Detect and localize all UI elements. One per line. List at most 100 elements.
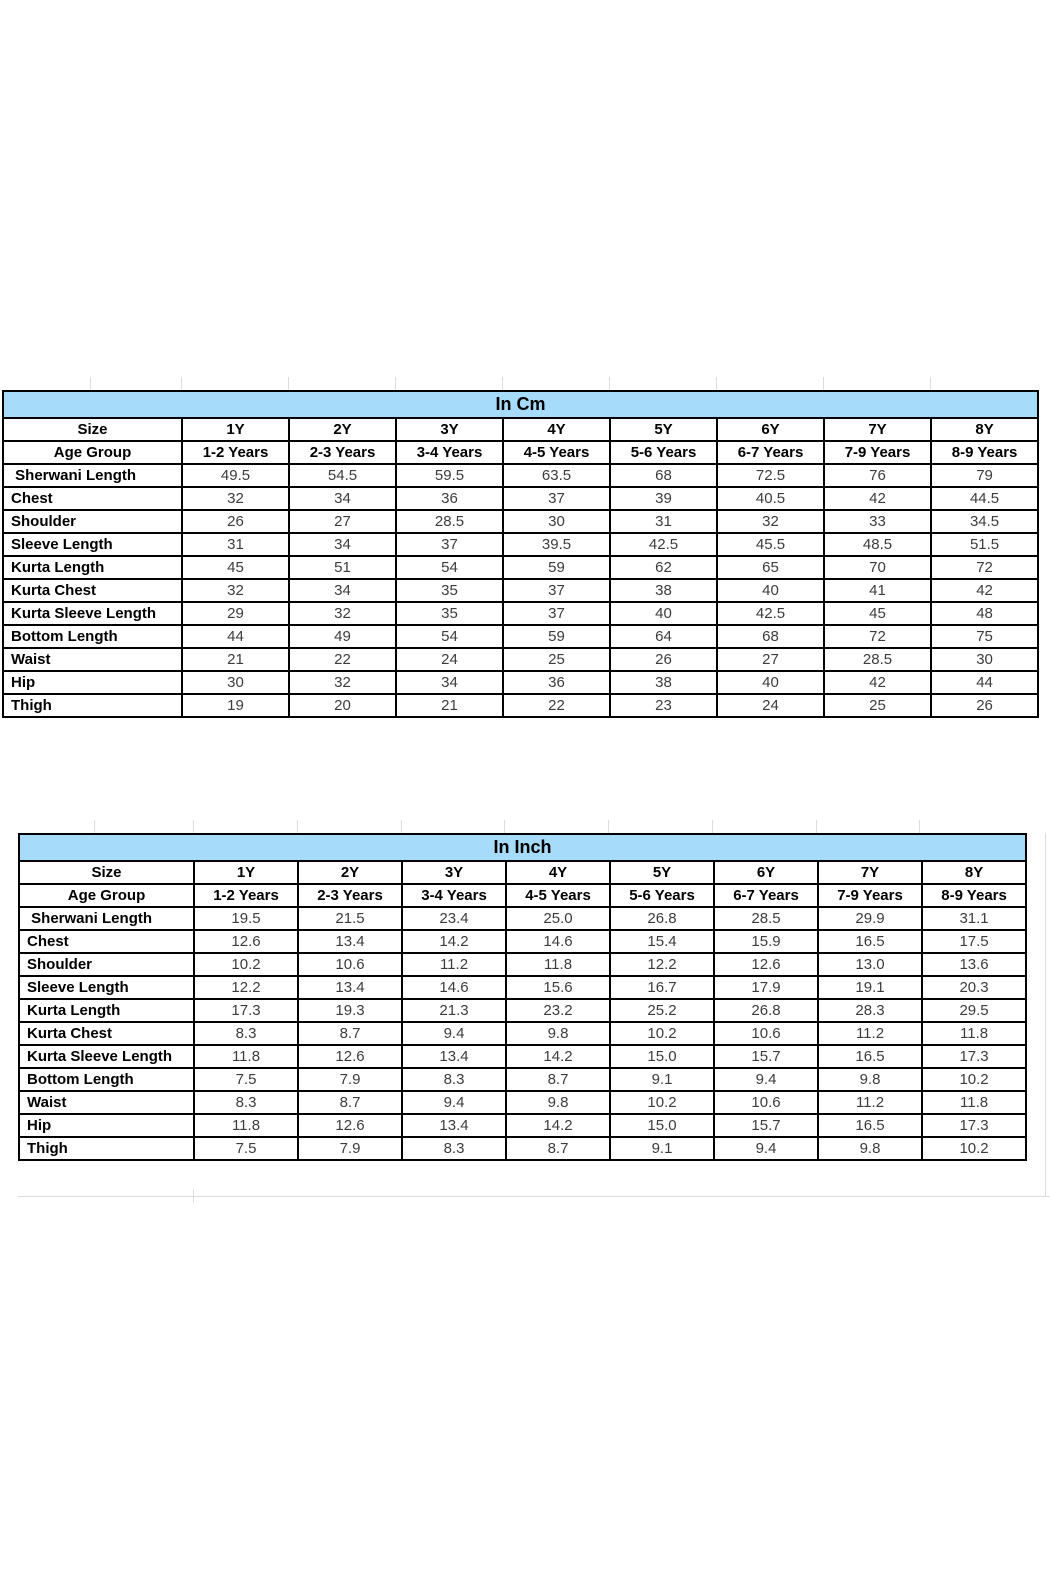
value-cell: 16.5 <box>817 929 923 954</box>
header-cell: 7-9 Years <box>823 440 932 465</box>
header-row: Age Group 1-2 Years 2-3 Years 3-4 Years 4-5 … <box>18 883 1028 908</box>
table-row: Waist 8.3 8.7 9.4 9.8 10.2 10.6 11.2 11.8 <box>18 1090 1028 1115</box>
value-cell: 42.5 <box>609 532 718 557</box>
value-cell: 59.5 <box>395 463 504 488</box>
row-label-cell: Sleeve Length <box>18 975 195 1000</box>
sheet-gridline-stub <box>288 377 289 390</box>
value-cell: 31 <box>181 532 290 557</box>
header-cell: 7-9 Years <box>817 883 923 908</box>
table-row: Shoulder 26 27 28.5 30 31 32 33 34.5 <box>2 509 1040 534</box>
row-label-cell: Sherwani Length <box>18 906 195 931</box>
table-row: Kurta Sleeve Length 11.8 12.6 13.4 14.2 15.0 1… <box>18 1044 1028 1069</box>
value-cell: 59 <box>502 624 611 649</box>
value-cell: 62 <box>609 555 718 580</box>
value-cell: 20 <box>288 693 397 718</box>
value-cell: 9.8 <box>505 1021 611 1046</box>
value-cell: 11.8 <box>193 1113 299 1138</box>
value-cell: 40 <box>716 670 825 695</box>
value-cell: 72 <box>929 555 1040 580</box>
row-label-cell: Thigh <box>2 693 183 718</box>
table-row: Bottom Length 44 49 54 59 64 68 72 75 <box>2 624 1040 649</box>
header-cell: 8Y <box>929 417 1040 442</box>
table-row: Chest 12.6 13.4 14.2 14.6 15.4 15.9 16.5 17.5 <box>18 929 1028 954</box>
value-cell: 13.6 <box>920 952 1028 977</box>
value-cell: 40 <box>609 601 718 626</box>
table-row: Sleeve Length 31 34 37 39.5 42.5 45.5 48.5 51.5 <box>2 532 1040 557</box>
header-row-label: Age Group <box>18 883 195 908</box>
value-cell: 79 <box>929 463 1040 488</box>
sheet-gridline-stub <box>18 1196 1050 1197</box>
value-cell: 8.3 <box>401 1067 507 1092</box>
value-cell: 8.3 <box>193 1021 299 1046</box>
table-row: Kurta Chest 8.3 8.7 9.4 9.8 10.2 10.6 11.2 11.8 <box>18 1021 1028 1046</box>
value-cell: 38 <box>609 670 718 695</box>
value-cell: 42.5 <box>716 601 825 626</box>
header-cell: 6Y <box>713 860 819 885</box>
header-cell: 2-3 Years <box>288 440 397 465</box>
table-title-row: In Cm <box>1 390 1040 419</box>
value-cell: 27 <box>716 647 825 672</box>
row-label-cell: Hip <box>2 670 183 695</box>
value-cell: 30 <box>181 670 290 695</box>
value-cell: 8.7 <box>505 1136 611 1161</box>
value-cell: 44 <box>929 670 1040 695</box>
value-cell: 42 <box>929 578 1040 603</box>
sheet-gridline-stub <box>609 377 610 390</box>
value-cell: 72.5 <box>716 463 825 488</box>
value-cell: 12.2 <box>193 975 299 1000</box>
table-row: Sherwani Length 49.5 54.5 59.5 63.5 68 72.5 76 7… <box>2 463 1040 488</box>
table-row: Sleeve Length 12.2 13.4 14.6 15.6 16.7 17.9 19.… <box>18 975 1028 1000</box>
header-cell: 1Y <box>193 860 299 885</box>
row-label-cell: Kurta Chest <box>18 1021 195 1046</box>
value-cell: 29 <box>181 601 290 626</box>
value-cell: 16.7 <box>609 975 715 1000</box>
value-cell: 25.0 <box>505 906 611 931</box>
header-cell: 5-6 Years <box>609 883 715 908</box>
value-cell: 12.6 <box>297 1044 403 1069</box>
value-cell: 10.2 <box>920 1136 1028 1161</box>
value-cell: 39 <box>609 486 718 511</box>
value-cell: 29.9 <box>817 906 923 931</box>
sheet-gridline-stub <box>1045 833 1046 1196</box>
table-title-row: In Inch <box>17 833 1028 862</box>
sheet-gridline-stub <box>823 377 824 390</box>
sheet-gridline-stub <box>90 377 91 390</box>
value-cell: 44 <box>181 624 290 649</box>
value-cell: 15.7 <box>713 1113 819 1138</box>
header-cell: 6-7 Years <box>713 883 819 908</box>
value-cell: 36 <box>395 486 504 511</box>
value-cell: 14.6 <box>505 929 611 954</box>
table-row: Hip 30 32 34 36 38 40 42 44 <box>2 670 1040 695</box>
value-cell: 65 <box>716 555 825 580</box>
sheet-gridline-stub <box>919 820 920 833</box>
value-cell: 8.7 <box>297 1021 403 1046</box>
value-cell: 16.5 <box>817 1044 923 1069</box>
value-cell: 9.1 <box>609 1067 715 1092</box>
value-cell: 76 <box>823 463 932 488</box>
value-cell: 13.4 <box>401 1113 507 1138</box>
value-cell: 9.8 <box>505 1090 611 1115</box>
value-cell: 54 <box>395 624 504 649</box>
value-cell: 30 <box>502 509 611 534</box>
value-cell: 68 <box>716 624 825 649</box>
header-cell: 6Y <box>716 417 825 442</box>
value-cell: 40 <box>716 578 825 603</box>
value-cell: 9.4 <box>713 1136 819 1161</box>
value-cell: 28.5 <box>713 906 819 931</box>
value-cell: 33 <box>823 509 932 534</box>
header-row-label: Age Group <box>2 440 183 465</box>
value-cell: 13.0 <box>817 952 923 977</box>
value-cell: 10.6 <box>297 952 403 977</box>
value-cell: 9.1 <box>609 1136 715 1161</box>
value-cell: 44.5 <box>929 486 1040 511</box>
row-label-cell: Bottom Length <box>18 1067 195 1092</box>
value-cell: 16.5 <box>817 1113 923 1138</box>
value-cell: 64 <box>609 624 718 649</box>
header-cell: 5Y <box>609 860 715 885</box>
value-cell: 11.8 <box>193 1044 299 1069</box>
header-row-label: Size <box>2 417 183 442</box>
value-cell: 45.5 <box>716 532 825 557</box>
value-cell: 12.6 <box>713 952 819 977</box>
value-cell: 20.3 <box>920 975 1028 1000</box>
row-label-cell: Thigh <box>18 1136 195 1161</box>
